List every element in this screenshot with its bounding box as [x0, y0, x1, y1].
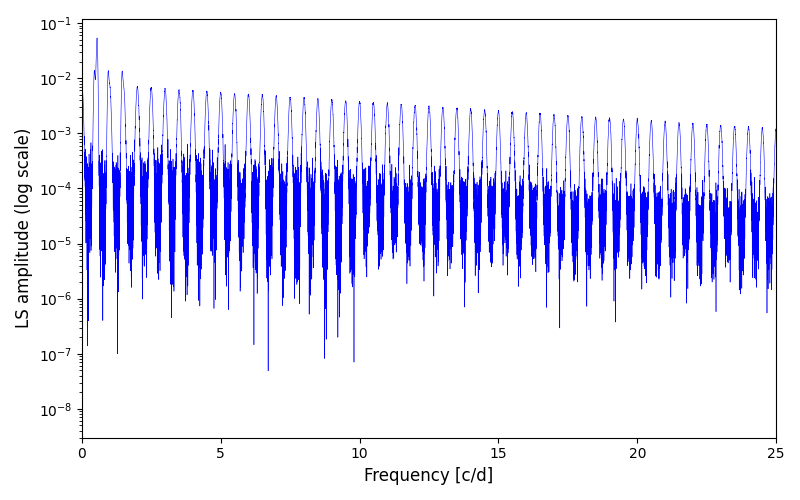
Y-axis label: LS amplitude (log scale): LS amplitude (log scale): [15, 128, 33, 328]
X-axis label: Frequency [c/d]: Frequency [c/d]: [364, 467, 494, 485]
